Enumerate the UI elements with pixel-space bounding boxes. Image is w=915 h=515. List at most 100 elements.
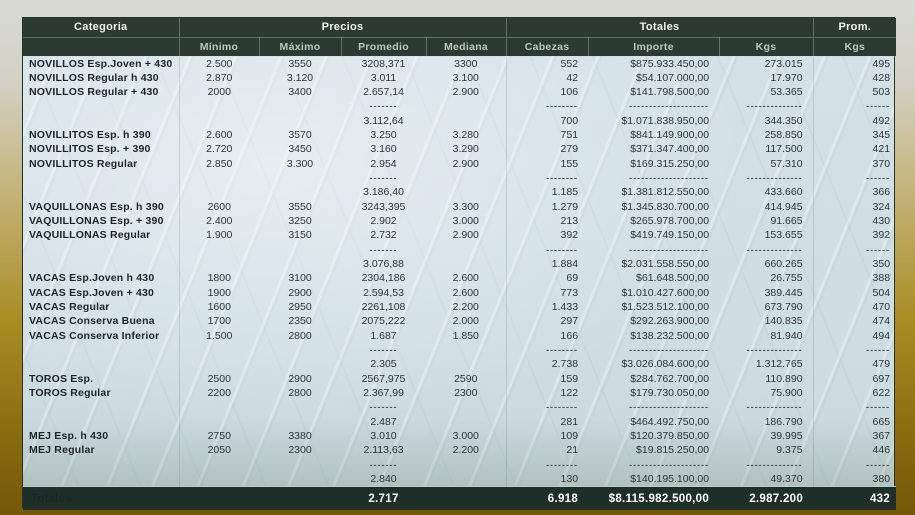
cell-cabezas: 552 bbox=[505, 56, 589, 71]
cell-kgs: 57.310 bbox=[770, 157, 803, 170]
cell-promedio: ------- bbox=[369, 345, 398, 356]
cell-mediana: 3300 bbox=[454, 57, 478, 70]
cell-categoria bbox=[23, 171, 179, 185]
cell-minimo bbox=[178, 257, 259, 272]
cell-cabezas: -------- bbox=[505, 171, 589, 186]
cell-kgs: -------------- bbox=[746, 244, 803, 255]
cell-kgs: 110.890 bbox=[765, 372, 803, 385]
grand-total-kgs: 2.987.200 bbox=[719, 486, 814, 510]
cell-cabezas: -------- bbox=[505, 400, 589, 415]
cell-maximo: 2900 bbox=[288, 286, 312, 299]
cell-importe: $169.315.250,00 bbox=[630, 157, 710, 170]
cell-mediana: 2.900 bbox=[452, 157, 479, 170]
cell-prom-kgs: 697 bbox=[812, 371, 897, 387]
cell-promedio: 3.010 bbox=[370, 430, 397, 443]
cell-categoria bbox=[23, 458, 179, 472]
table-row: VAQUILLONAS Esp. + 390 2.400 3250 2.902 3.00… bbox=[23, 214, 897, 229]
cell-prom-kgs: 345 bbox=[812, 128, 897, 143]
cell-maximo bbox=[259, 99, 341, 113]
cell-importe: $875.933.450,00 bbox=[630, 57, 710, 70]
cell-mediana: 3.000 bbox=[452, 215, 479, 228]
cell-prom-kgs: 392 bbox=[812, 228, 897, 243]
cell-kgs: 26.755 bbox=[770, 272, 803, 285]
cell-importe: -------------------- bbox=[629, 459, 710, 470]
cell-kgs: 39.995 bbox=[770, 430, 803, 443]
cell-minimo bbox=[178, 171, 259, 186]
cell-importe: $464.492.750,00 bbox=[630, 415, 710, 428]
cell-minimo: 2.400 bbox=[178, 214, 259, 229]
cell-kgs: 1.312.765 bbox=[755, 358, 803, 371]
cell-minimo bbox=[178, 414, 259, 430]
cell-promedio: ------- bbox=[369, 244, 398, 255]
cell-importe: $61.648.500,00 bbox=[636, 272, 710, 285]
cell-importe: -------------------- bbox=[629, 101, 710, 112]
cell-cabezas: 279 bbox=[505, 142, 589, 157]
table-row: MEJ Esp. h 430 2750 3380 3.010 3.000 109 $120.… bbox=[23, 429, 897, 444]
cell-kgs: -------------- bbox=[746, 173, 803, 184]
cell-maximo: 3250 bbox=[288, 215, 312, 228]
cell-kgs: -------------- bbox=[746, 459, 803, 470]
cell-promedio: 2261,108 bbox=[361, 301, 406, 314]
cell-categoria: NOVILLITOS Esp. h 390 bbox=[29, 129, 151, 142]
separator-row: ------- -------- -------------------- -----… bbox=[23, 99, 897, 114]
cell-categoria: NOVILLITOS Esp. + 390 bbox=[29, 143, 151, 156]
cell-mediana: 2.900 bbox=[452, 229, 479, 242]
cell-maximo: 2950 bbox=[288, 301, 312, 314]
cell-promedio: ------- bbox=[369, 459, 398, 470]
header-group-row: Categoria Precios Totales Prom. bbox=[23, 18, 897, 38]
cell-maximo bbox=[259, 472, 341, 487]
cell-mediana: 2.900 bbox=[452, 86, 479, 99]
cell-promedio: ------- bbox=[369, 173, 398, 184]
cell-prom-kgs: 324 bbox=[812, 199, 897, 215]
cell-maximo: 3450 bbox=[288, 143, 312, 156]
cell-mediana bbox=[426, 114, 506, 128]
cell-cabezas: 297 bbox=[505, 314, 589, 329]
cell-cabezas: 392 bbox=[505, 228, 589, 243]
cell-cabezas: 122 bbox=[505, 386, 589, 401]
grand-total-prom-kgs: 432 bbox=[813, 486, 897, 510]
cell-prom-kgs: 492 bbox=[812, 113, 897, 129]
cell-importe: -------------------- bbox=[629, 345, 710, 356]
cell-categoria bbox=[23, 415, 179, 429]
cell-cabezas: 155 bbox=[505, 156, 589, 172]
table-body: NOVILLOS Esp.Joven + 430 2.500 3550 3208,37… bbox=[23, 56, 897, 487]
cell-cabezas: 1.884 bbox=[505, 257, 589, 272]
cell-maximo: 2300 bbox=[288, 444, 312, 457]
cell-cabezas: 700 bbox=[505, 113, 589, 129]
table-row: NOVILLOS Regular + 430 2000 3400 2.657,14 2.… bbox=[23, 85, 897, 100]
cell-prom-kgs: 366 bbox=[812, 185, 897, 200]
cell-categoria: MEJ Esp. h 430 bbox=[29, 430, 109, 443]
separator-row: ------- -------- -------------------- -----… bbox=[23, 457, 897, 473]
cell-categoria bbox=[23, 400, 179, 414]
cell-minimo bbox=[178, 457, 259, 473]
cell-categoria: VACAS Regular bbox=[29, 301, 110, 314]
cell-mediana: 1.850 bbox=[452, 329, 479, 342]
cell-importe: -------------------- bbox=[629, 244, 710, 255]
cell-importe: $54.107.000,00 bbox=[636, 71, 710, 84]
cell-mediana: 2300 bbox=[454, 387, 478, 400]
cell-promedio: 3.011 bbox=[370, 71, 397, 84]
cell-minimo: 2.500 bbox=[178, 56, 259, 71]
cell-maximo: 3400 bbox=[288, 86, 312, 99]
cell-cabezas: 69 bbox=[505, 271, 589, 286]
cell-prom-kgs: 421 bbox=[812, 142, 897, 157]
grand-total-row: Totales 2.717 6.918 $8.115.982.500,00 2.… bbox=[23, 486, 897, 510]
cell-categoria: VACAS Conserva Buena bbox=[29, 315, 155, 328]
separator-row: ------- -------- -------------------- -----… bbox=[23, 343, 897, 358]
separator-row: ------- -------- -------------------- -----… bbox=[23, 171, 897, 186]
cell-categoria: NOVILLOS Esp.Joven + 430 bbox=[29, 57, 173, 70]
cell-kgs: -------------- bbox=[746, 101, 803, 112]
cell-minimo bbox=[178, 400, 259, 415]
cell-importe: $1.345.830.700,00 bbox=[621, 200, 710, 213]
cell-mediana bbox=[426, 243, 506, 257]
cell-prom-kgs: 479 bbox=[812, 357, 897, 372]
table-row: NOVILLITOS Esp. + 390 2.720 3450 3.160 3.290… bbox=[23, 142, 897, 157]
cell-kgs: -------------- bbox=[746, 345, 803, 356]
cell-prom-kgs: 446 bbox=[812, 443, 897, 458]
cell-minimo: 1.900 bbox=[178, 228, 259, 243]
table-row: VACAS Conserva Buena 1700 2350 2075,222 2.00… bbox=[23, 314, 897, 329]
cell-kgs: 673.790 bbox=[764, 301, 803, 314]
cell-mediana: 2.200 bbox=[452, 301, 479, 314]
grand-total-label: Totales bbox=[23, 486, 179, 510]
cell-mediana: 2590 bbox=[454, 372, 478, 385]
